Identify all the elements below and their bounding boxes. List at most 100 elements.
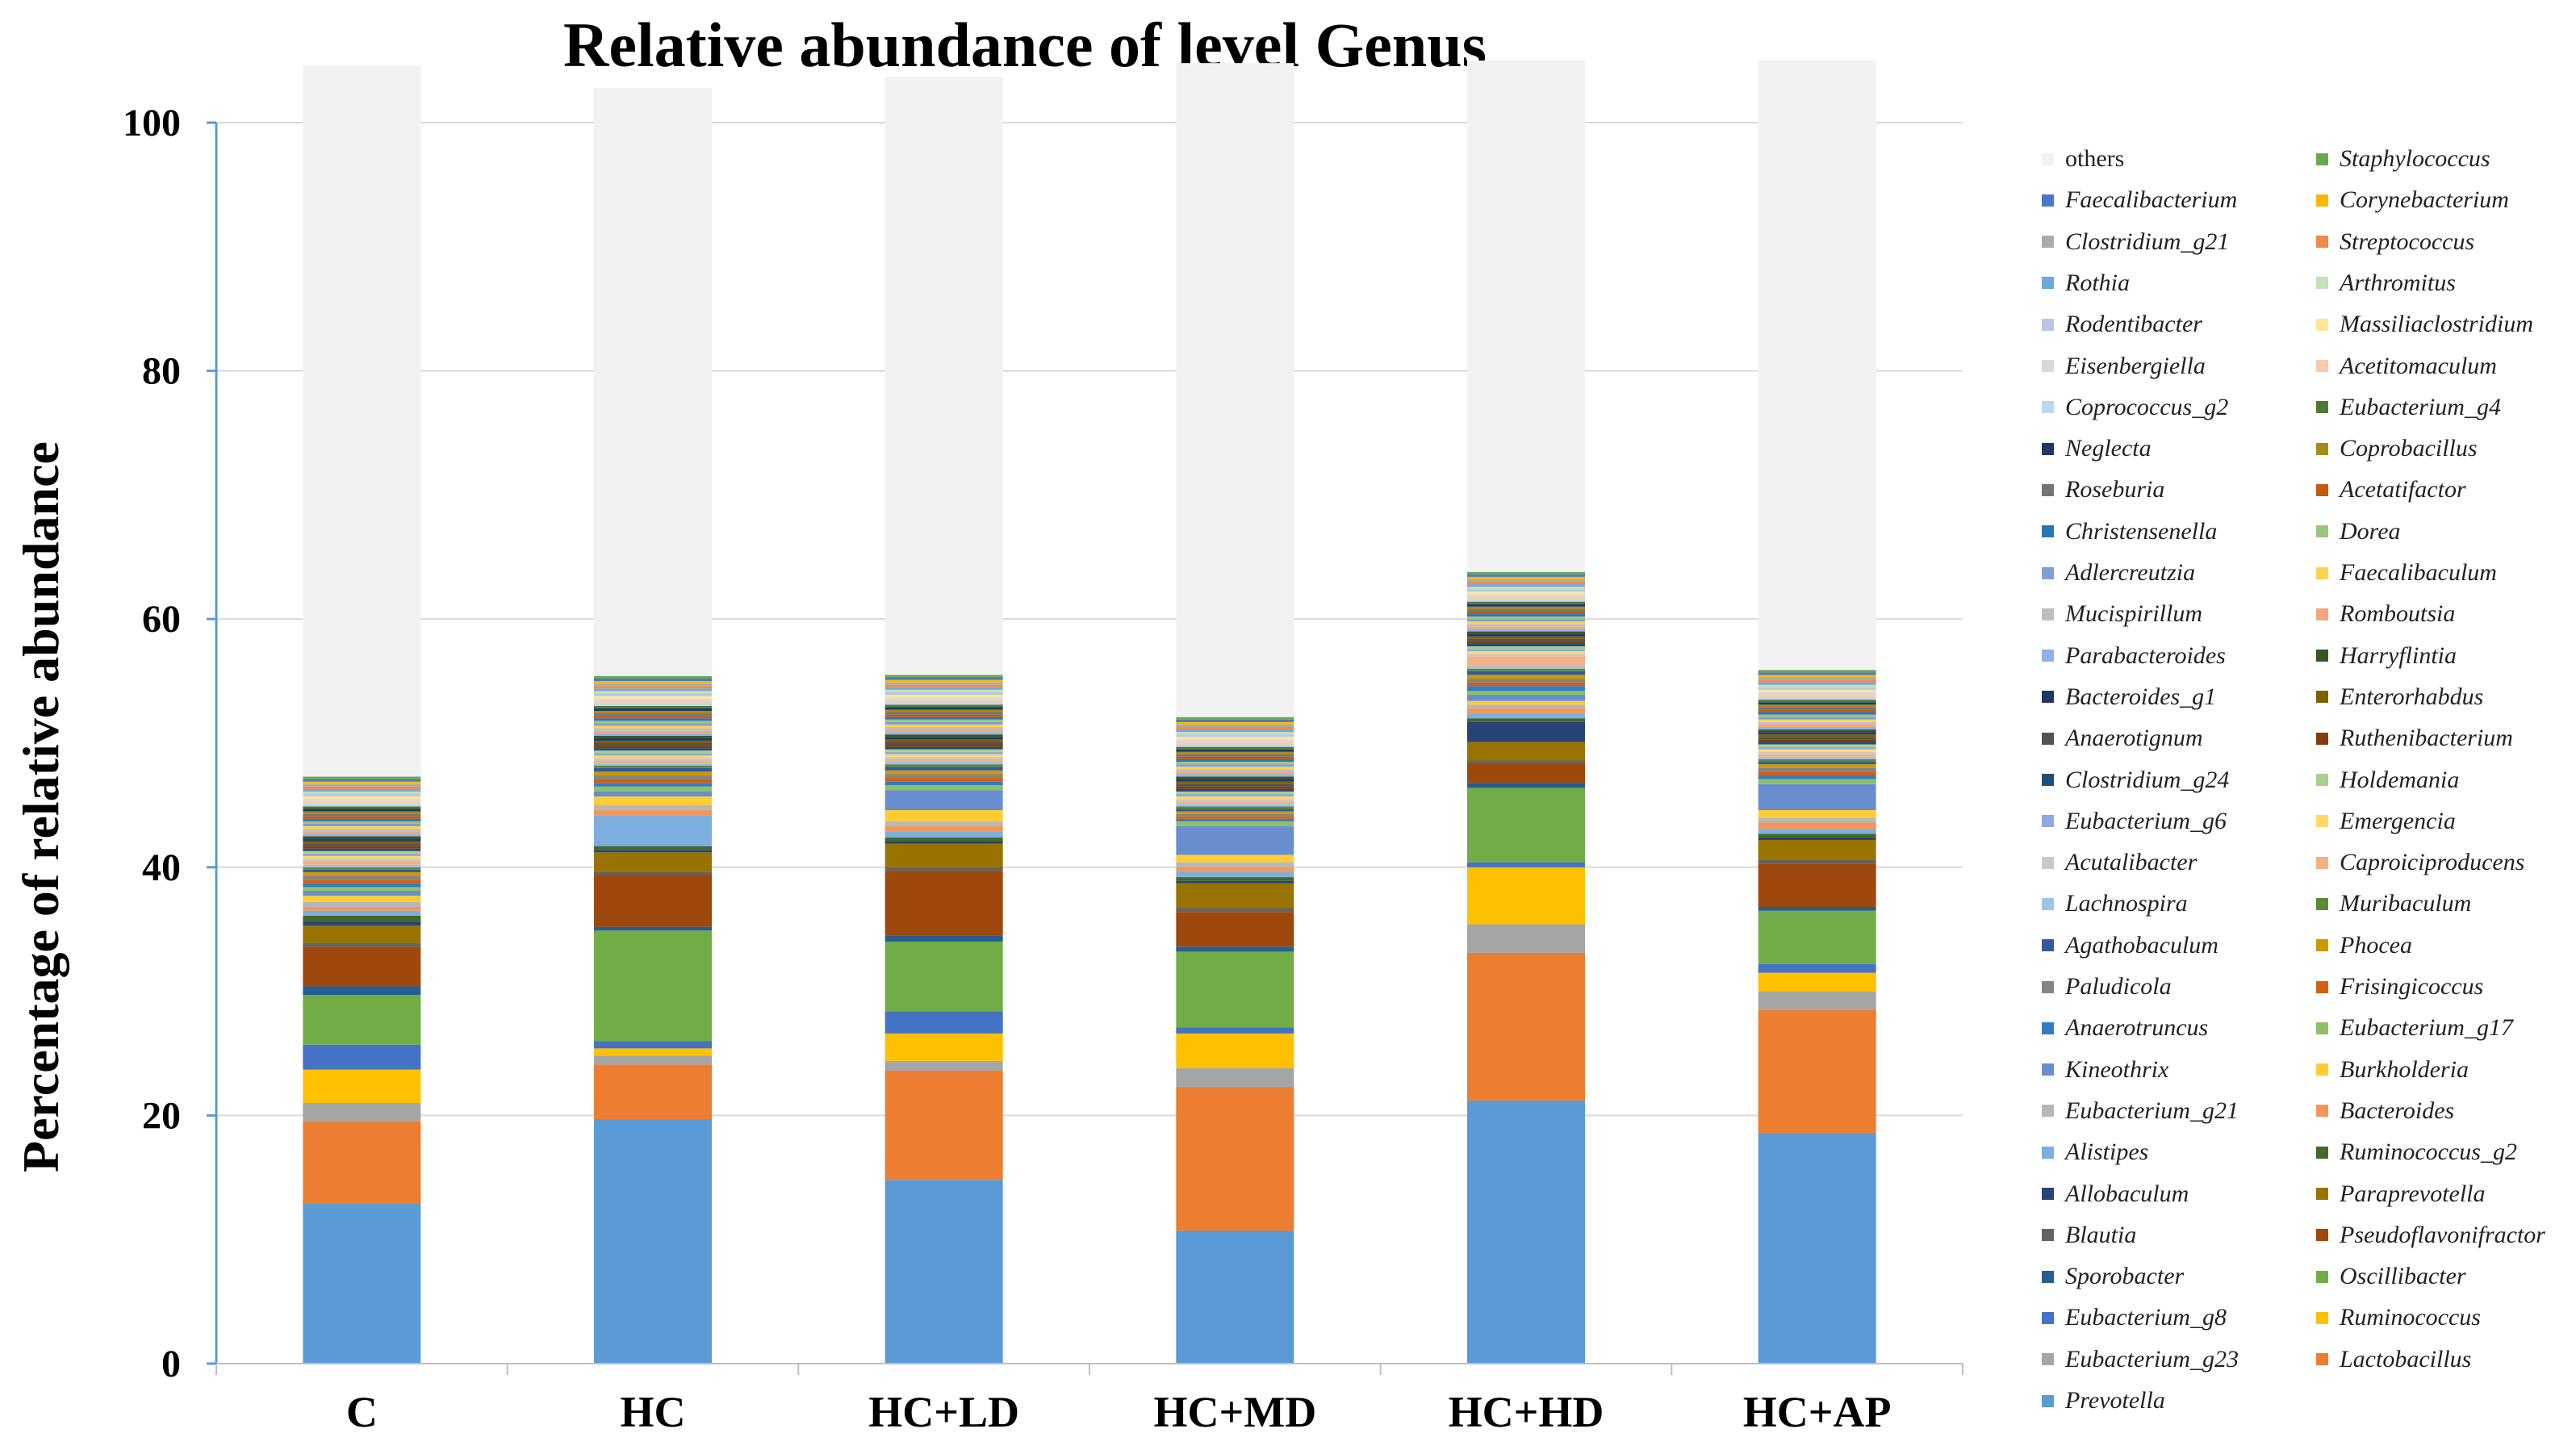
legend-label: Massiliaclostridium xyxy=(2340,311,2534,338)
bar-segment xyxy=(1176,717,1294,720)
legend-swatch xyxy=(2316,774,2328,786)
bar-segment xyxy=(1758,834,1876,838)
bar-segment xyxy=(1758,767,1876,772)
bar-segment xyxy=(1758,697,1876,700)
bar-segment xyxy=(594,926,712,931)
bar-segment xyxy=(1758,910,1876,964)
bar-segment xyxy=(884,758,1003,763)
legend-item: Phocea xyxy=(2316,925,2412,966)
bar-segment xyxy=(1758,762,1876,765)
bar-segment xyxy=(1176,788,1294,792)
bar-segment xyxy=(1467,576,1585,579)
bar-segment xyxy=(303,1203,421,1364)
bar-segment xyxy=(1467,604,1585,607)
bar-segment xyxy=(303,783,421,787)
legend-swatch xyxy=(2042,1105,2054,1118)
legend-item: Agathobaculum xyxy=(2042,925,2218,966)
bar-segment xyxy=(1176,877,1294,881)
bar-segment xyxy=(1176,749,1294,752)
bar-segment xyxy=(303,925,421,943)
legend-label: Alistipes xyxy=(2065,1139,2149,1166)
legend-label: Staphylococcus xyxy=(2340,145,2490,172)
bar-segment xyxy=(884,942,1003,1012)
bar-segment xyxy=(1176,791,1294,795)
legend-label: Harryflintia xyxy=(2340,641,2457,669)
bar-segment xyxy=(1758,724,1876,728)
bar-segment xyxy=(1758,670,1876,673)
legend-swatch xyxy=(2316,1063,2328,1076)
bar-segment xyxy=(1758,991,1876,1010)
x-tick-labels: C HC HC+LD HC+MD HC+HD HC+AP xyxy=(346,1388,1892,1436)
bar-segment xyxy=(1467,591,1585,595)
bar-segment xyxy=(303,806,421,809)
bar-segment xyxy=(1176,776,1294,779)
x-tick-label: C xyxy=(346,1388,378,1436)
bar-segment xyxy=(1467,616,1585,620)
bar-segment xyxy=(1758,675,1876,678)
bar-segment xyxy=(1176,821,1294,827)
bar-segment xyxy=(1467,1100,1585,1364)
bar-segment xyxy=(884,762,1003,765)
legend-item: Eubacterium_g21 xyxy=(2042,1091,2239,1131)
bar-segment xyxy=(594,775,712,779)
bar-segment xyxy=(303,1069,421,1104)
bar-segment xyxy=(1467,862,1585,867)
bar-segment xyxy=(1467,700,1585,705)
legend-swatch xyxy=(2042,650,2054,662)
legend-swatch xyxy=(2316,1229,2328,1242)
bar-segment xyxy=(1176,762,1294,765)
legend-label: Eubacterium_g6 xyxy=(2065,807,2227,834)
bar-segment xyxy=(1758,754,1876,757)
bar-segment xyxy=(594,733,712,736)
legend-item: Eubacterium_g8 xyxy=(2042,1297,2227,1338)
bar-segment xyxy=(594,750,712,754)
bar-segment xyxy=(884,770,1003,775)
bar-segment xyxy=(594,748,712,751)
legend-swatch xyxy=(2042,1229,2054,1242)
legend-label: Enterorhabdus xyxy=(2340,683,2484,710)
bar-segment xyxy=(1467,596,1585,600)
legend-label: Lachnospira xyxy=(2065,890,2188,917)
bar-segment xyxy=(303,788,421,792)
legend-label: Eubacterium_g21 xyxy=(2065,1097,2239,1124)
bar-segment xyxy=(303,799,421,802)
bar-segment xyxy=(303,776,421,779)
bar-segment xyxy=(1176,813,1294,817)
bar-segment xyxy=(1758,714,1876,717)
bar-segment xyxy=(1467,631,1585,634)
bar-segment xyxy=(1758,783,1876,811)
bar-segment xyxy=(884,724,1003,728)
bar-segment xyxy=(1176,721,1294,725)
bar-segment xyxy=(884,695,1003,698)
bar-segment xyxy=(1758,679,1876,683)
bar-segment xyxy=(884,756,1003,759)
bar-segment xyxy=(1467,614,1585,617)
bar-segment xyxy=(594,846,712,850)
bar-segment xyxy=(594,740,712,743)
bar-segment xyxy=(1467,763,1585,783)
legend-label: Blautia xyxy=(2065,1221,2137,1248)
bar-segment xyxy=(884,737,1003,740)
bar-segment xyxy=(1467,641,1585,644)
legend-swatch xyxy=(2316,1105,2328,1118)
legend-swatch xyxy=(2316,1022,2328,1034)
bar-segment xyxy=(1758,717,1876,720)
legend-label: Eisenbergiella xyxy=(2065,352,2206,379)
bar-segment xyxy=(1467,666,1585,669)
legend-item: Acetatifactor xyxy=(2316,470,2466,510)
legend-item: Alistipes xyxy=(2042,1132,2148,1172)
bar-segment xyxy=(303,867,421,870)
legend-swatch xyxy=(2042,525,2054,538)
bar-segment xyxy=(1758,700,1876,703)
y-tick-label: 0 xyxy=(161,1343,181,1385)
bar-segment xyxy=(303,1103,421,1122)
bar-segment xyxy=(1758,702,1876,705)
legend-label: Muribaculum xyxy=(2340,890,2472,917)
bar-segment xyxy=(594,810,712,816)
bar-segment xyxy=(1467,686,1585,691)
legend-swatch xyxy=(2316,236,2328,249)
bar-segment xyxy=(884,691,1003,696)
bar-segment xyxy=(303,779,421,782)
bar-segment xyxy=(1467,619,1585,622)
legend-label: Acetitomaculum xyxy=(2340,352,2497,379)
